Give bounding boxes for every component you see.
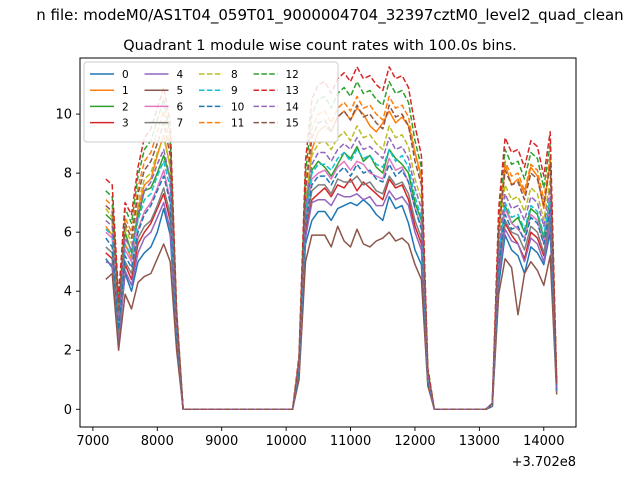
y-axis: 0 2 4 6 8 10 xyxy=(55,108,80,418)
legend-label-3: 3 xyxy=(122,118,129,130)
chart-title: Quadrant 1 module wise count rates with … xyxy=(123,38,517,54)
legend-label-9: 9 xyxy=(231,85,238,97)
x-tick-label: 13000 xyxy=(459,434,500,449)
legend-label-15: 15 xyxy=(286,118,299,130)
plot-frame xyxy=(79,57,577,428)
x-tick-label: 11000 xyxy=(330,434,371,449)
legend-label-10: 10 xyxy=(231,101,244,113)
x-tick-label: 9000 xyxy=(205,434,238,449)
legend-label-5: 5 xyxy=(177,85,184,97)
legend-label-6: 6 xyxy=(177,101,184,113)
legend-label-8: 8 xyxy=(231,69,238,81)
legend-label-11: 11 xyxy=(231,118,244,130)
legend-label-2: 2 xyxy=(122,101,129,113)
y-tick-label: 2 xyxy=(64,344,72,359)
x-tick-label: 14000 xyxy=(523,434,564,449)
y-tick-label: 4 xyxy=(64,285,72,300)
y-tick-label: 6 xyxy=(64,226,72,241)
x-offset-label: +3.702e8 xyxy=(512,455,576,470)
y-tick-label: 10 xyxy=(55,108,72,123)
legend-label-13: 13 xyxy=(286,85,299,97)
legend-label-1: 1 xyxy=(122,85,129,97)
legend-label-7: 7 xyxy=(177,118,184,130)
x-tick-label: 12000 xyxy=(394,434,435,449)
legend-label-12: 12 xyxy=(286,69,299,81)
x-tick-label: 7000 xyxy=(76,434,109,449)
y-tick-label: 0 xyxy=(64,403,72,418)
legend-label-4: 4 xyxy=(177,69,184,81)
figure-suptitle: n file: modeM0/AS1T04_059T01_9000004704_… xyxy=(36,6,624,24)
x-tick-label: 8000 xyxy=(141,434,174,449)
x-axis: 7000 8000 9000 10000 11000 12000 13000 14000 xyxy=(76,427,564,449)
legend-label-14: 14 xyxy=(286,101,300,113)
legend-label-0: 0 xyxy=(122,69,129,81)
x-tick-label: 10000 xyxy=(265,434,306,449)
y-tick-label: 8 xyxy=(64,167,72,182)
